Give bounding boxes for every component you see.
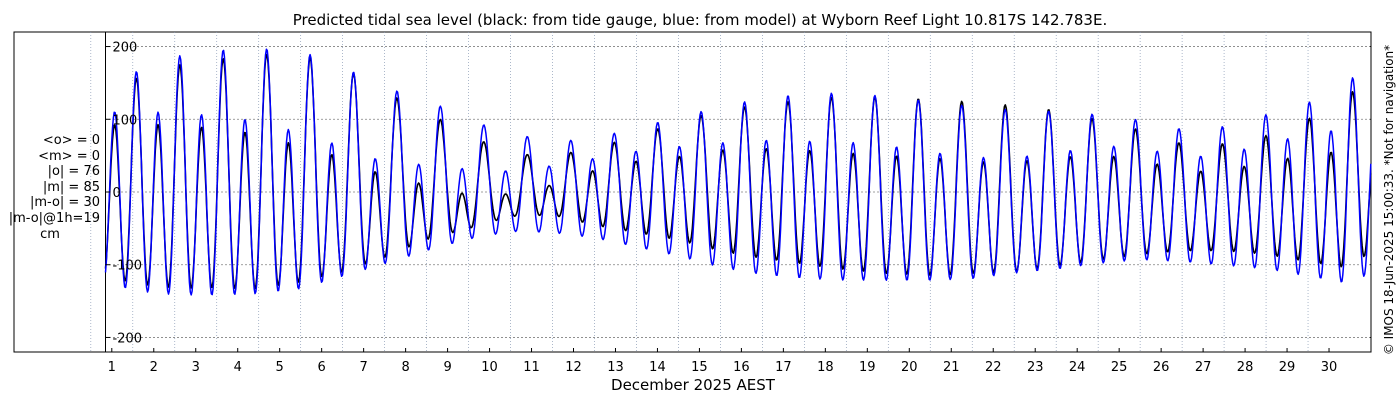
x-tick-label: 13 (607, 360, 624, 375)
stat-abs-diff-1h: |m-o|@1h=19 (8, 210, 100, 226)
stat-mean-observed: <o> = 0 (42, 133, 100, 148)
x-tick-label: 6 (318, 360, 326, 375)
x-tick-label: 3 (192, 360, 200, 375)
stats-panel: <o> = 0 <m> = 0 |o| = 76 |m| = 85 |m-o| … (0, 133, 100, 242)
x-tick-label: 29 (1279, 360, 1296, 375)
stat-unit: cm (40, 226, 60, 242)
x-tick-label: 9 (443, 360, 451, 375)
x-tick-label: 1 (108, 360, 116, 375)
x-tick-label: 4 (234, 360, 242, 375)
copyright-note: © IMOS 18-Jun-2025 15:00:33. *Not for na… (1382, 44, 1396, 356)
x-tick-label: 26 (1153, 360, 1170, 375)
stat-abs-observed: |o| = 76 (47, 164, 100, 180)
x-tick-label: 2 (150, 360, 158, 375)
x-tick-label: 11 (523, 360, 540, 375)
x-axis-ticks: 1 2 3 4 5 6 7 8 9 10 11 12 13 14 15 16 17 18 19 20 21 22 23 24 2… (108, 348, 1338, 375)
x-tick-label: 19 (859, 360, 876, 375)
x-tick-label: 21 (943, 360, 960, 375)
y-tick-label: 0 (113, 186, 121, 201)
x-tick-label: 20 (901, 360, 918, 375)
x-tick-label: 27 (1195, 360, 1212, 375)
x-tick-label: 17 (775, 360, 792, 375)
y-tick-label: 100 (113, 113, 138, 128)
chart-title: Predicted tidal sea level (black: from t… (293, 11, 1107, 29)
y-axis-ticks: -200 -100 0 100 200 (105, 41, 143, 346)
x-tick-label: 23 (1027, 360, 1044, 375)
x-axis-label: December 2025 AEST (611, 376, 776, 394)
x-tick-label: 28 (1237, 360, 1254, 375)
x-tick-label: 15 (691, 360, 708, 375)
x-tick-label: 14 (649, 360, 666, 375)
x-tick-label: 16 (733, 360, 750, 375)
y-tick-label: 200 (113, 41, 138, 56)
series-group (104, 48, 1372, 296)
x-tick-label: 24 (1069, 360, 1086, 375)
x-tick-label: 18 (817, 360, 834, 375)
x-tick-label: 5 (276, 360, 284, 375)
x-tick-label: 12 (565, 360, 582, 375)
x-tick-label: 25 (1111, 360, 1128, 375)
stat-abs-diff: |m-o| = 30 (29, 195, 100, 211)
y-tick-label: -200 (113, 331, 143, 346)
series-model-line (104, 48, 1372, 296)
x-tick-label: 7 (359, 360, 367, 375)
y-tick-label: -100 (113, 259, 143, 274)
stat-mean-model: <m> = 0 (38, 148, 100, 164)
x-tick-label: 30 (1321, 360, 1338, 375)
x-tick-label: 8 (401, 360, 409, 375)
x-tick-label: 22 (985, 360, 1002, 375)
stat-abs-model: |m| = 85 (42, 179, 100, 195)
x-tick-label: 10 (481, 360, 498, 375)
